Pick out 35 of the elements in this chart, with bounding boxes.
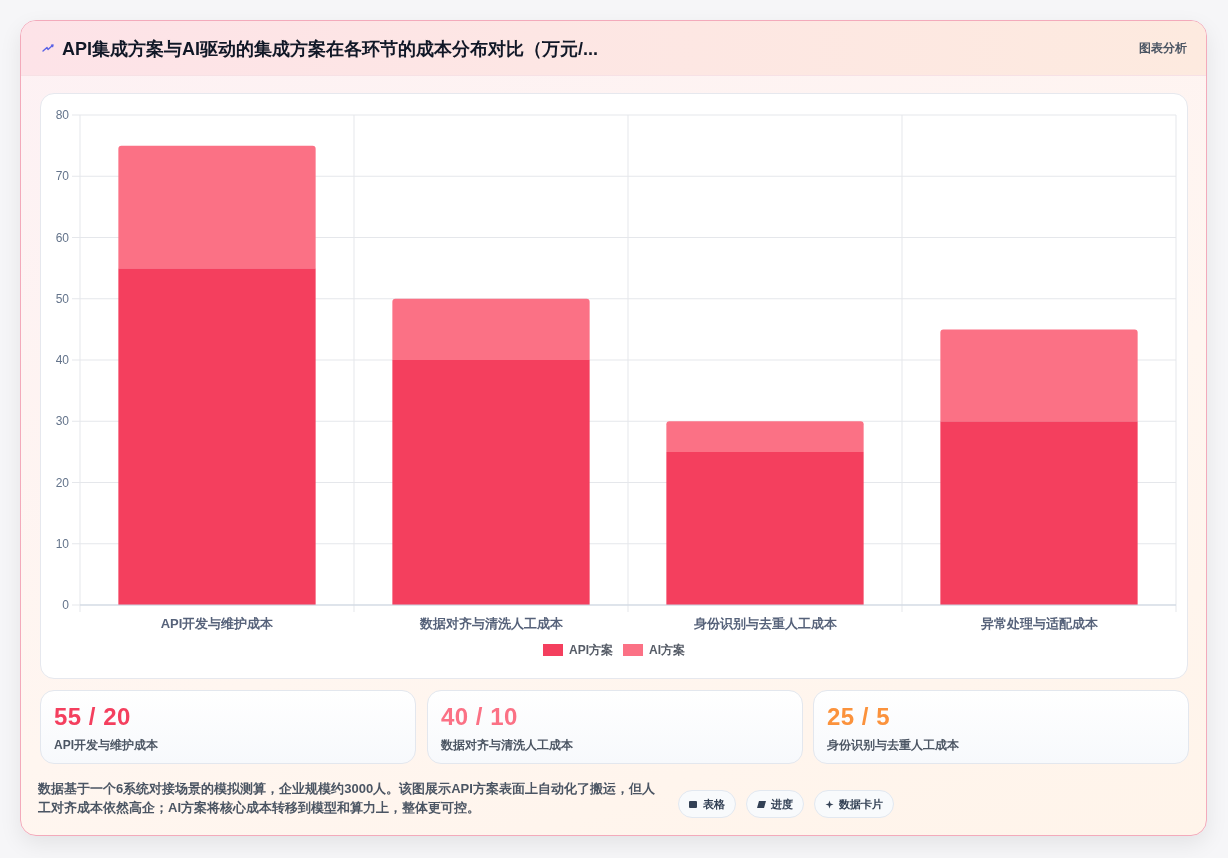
bar bbox=[392, 360, 590, 605]
text: 数据基于一个6系统对接场景的模拟测算，企业规模约3000人。该图展示API方案表面上自动化了搬运，但人工对齐成本依然高企；AI方案将核心成本转移到模型和算力上，整体更可控。 bbox=[38, 780, 656, 817]
y-tick-label: 30 bbox=[55, 414, 70, 429]
x-tick-label: 身份识别与去重人工成本 bbox=[692, 616, 838, 631]
bar bbox=[940, 329, 1138, 422]
bar bbox=[666, 451, 864, 605]
y-tick-label: 70 bbox=[55, 169, 70, 184]
text: 进度 bbox=[771, 796, 793, 812]
text: API开发与维护成本 bbox=[54, 737, 159, 754]
y-tick-label: 10 bbox=[55, 536, 70, 551]
text: 40 / 10 bbox=[441, 703, 518, 731]
text: 55 / 20 bbox=[54, 703, 131, 731]
text: 身份识别与去重人工成本 bbox=[827, 737, 959, 754]
text: 数据卡片 bbox=[839, 796, 883, 812]
y-tick-label: 50 bbox=[55, 291, 70, 306]
text: 数据对齐与清洗人工成本 bbox=[441, 737, 573, 754]
y-tick-label: 0 bbox=[62, 598, 70, 612]
x-tick-label: 异常处理与适配成本 bbox=[979, 616, 1099, 631]
x-tick-label: API开发与维护成本 bbox=[160, 616, 275, 631]
bar bbox=[118, 145, 316, 269]
text: 表格 bbox=[703, 796, 725, 812]
bar bbox=[940, 421, 1138, 605]
y-tick-label: 60 bbox=[55, 230, 70, 245]
text: 25 / 5 bbox=[827, 703, 891, 731]
y-tick-label: 40 bbox=[55, 353, 70, 367]
legend-label: API方案 bbox=[568, 643, 614, 657]
bar bbox=[666, 421, 864, 452]
chart-title: API集成方案与AI驱动的集成方案在各环节的成本分布对比（万元/... bbox=[62, 38, 599, 61]
y-tick-label: 80 bbox=[55, 108, 70, 122]
y-tick-label: 20 bbox=[55, 475, 70, 490]
bar bbox=[118, 268, 316, 605]
legend-label: AI方案 bbox=[649, 643, 686, 657]
bar bbox=[392, 298, 590, 360]
x-tick-label: 数据对齐与清洗人工成本 bbox=[418, 616, 564, 631]
text: 图表分析 bbox=[1139, 40, 1187, 57]
